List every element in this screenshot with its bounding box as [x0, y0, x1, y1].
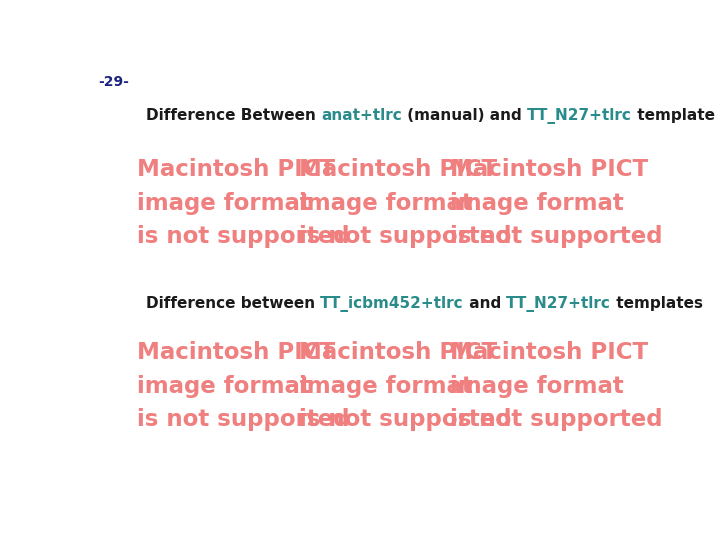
Text: Difference Between: Difference Between	[145, 109, 321, 124]
Text: is not supported: is not supported	[450, 408, 662, 431]
Text: Difference between: Difference between	[145, 295, 320, 310]
Text: is not supported: is not supported	[138, 408, 350, 431]
Text: -29-: -29-	[99, 75, 130, 89]
Text: Macintosh PICT: Macintosh PICT	[450, 341, 648, 365]
Text: Macintosh PICT: Macintosh PICT	[138, 341, 336, 365]
Text: is not supported: is not supported	[138, 225, 350, 248]
Text: template: template	[631, 109, 714, 124]
Text: image format: image format	[450, 192, 624, 214]
Text: anat+tlrc: anat+tlrc	[321, 109, 402, 124]
Text: image format: image format	[138, 375, 311, 397]
Text: image format: image format	[450, 375, 624, 397]
Text: is not supported: is not supported	[300, 225, 512, 248]
Text: Macintosh PICT: Macintosh PICT	[138, 158, 336, 181]
Text: is not supported: is not supported	[300, 408, 512, 431]
Text: TT_N27+tlrc: TT_N27+tlrc	[526, 109, 631, 124]
Text: image format: image format	[300, 192, 473, 214]
Text: Macintosh PICT: Macintosh PICT	[300, 341, 498, 365]
Text: is not supported: is not supported	[450, 225, 662, 248]
Text: TT_N27+tlrc: TT_N27+tlrc	[506, 295, 611, 312]
Text: Macintosh PICT: Macintosh PICT	[300, 158, 498, 181]
Text: TT_icbm452+tlrc: TT_icbm452+tlrc	[320, 295, 464, 312]
Text: templates: templates	[611, 295, 703, 310]
Text: image format: image format	[138, 192, 311, 214]
Text: Macintosh PICT: Macintosh PICT	[450, 158, 648, 181]
Text: image format: image format	[300, 375, 473, 397]
Text: (manual) and: (manual) and	[402, 109, 526, 124]
Text: and: and	[464, 295, 506, 310]
